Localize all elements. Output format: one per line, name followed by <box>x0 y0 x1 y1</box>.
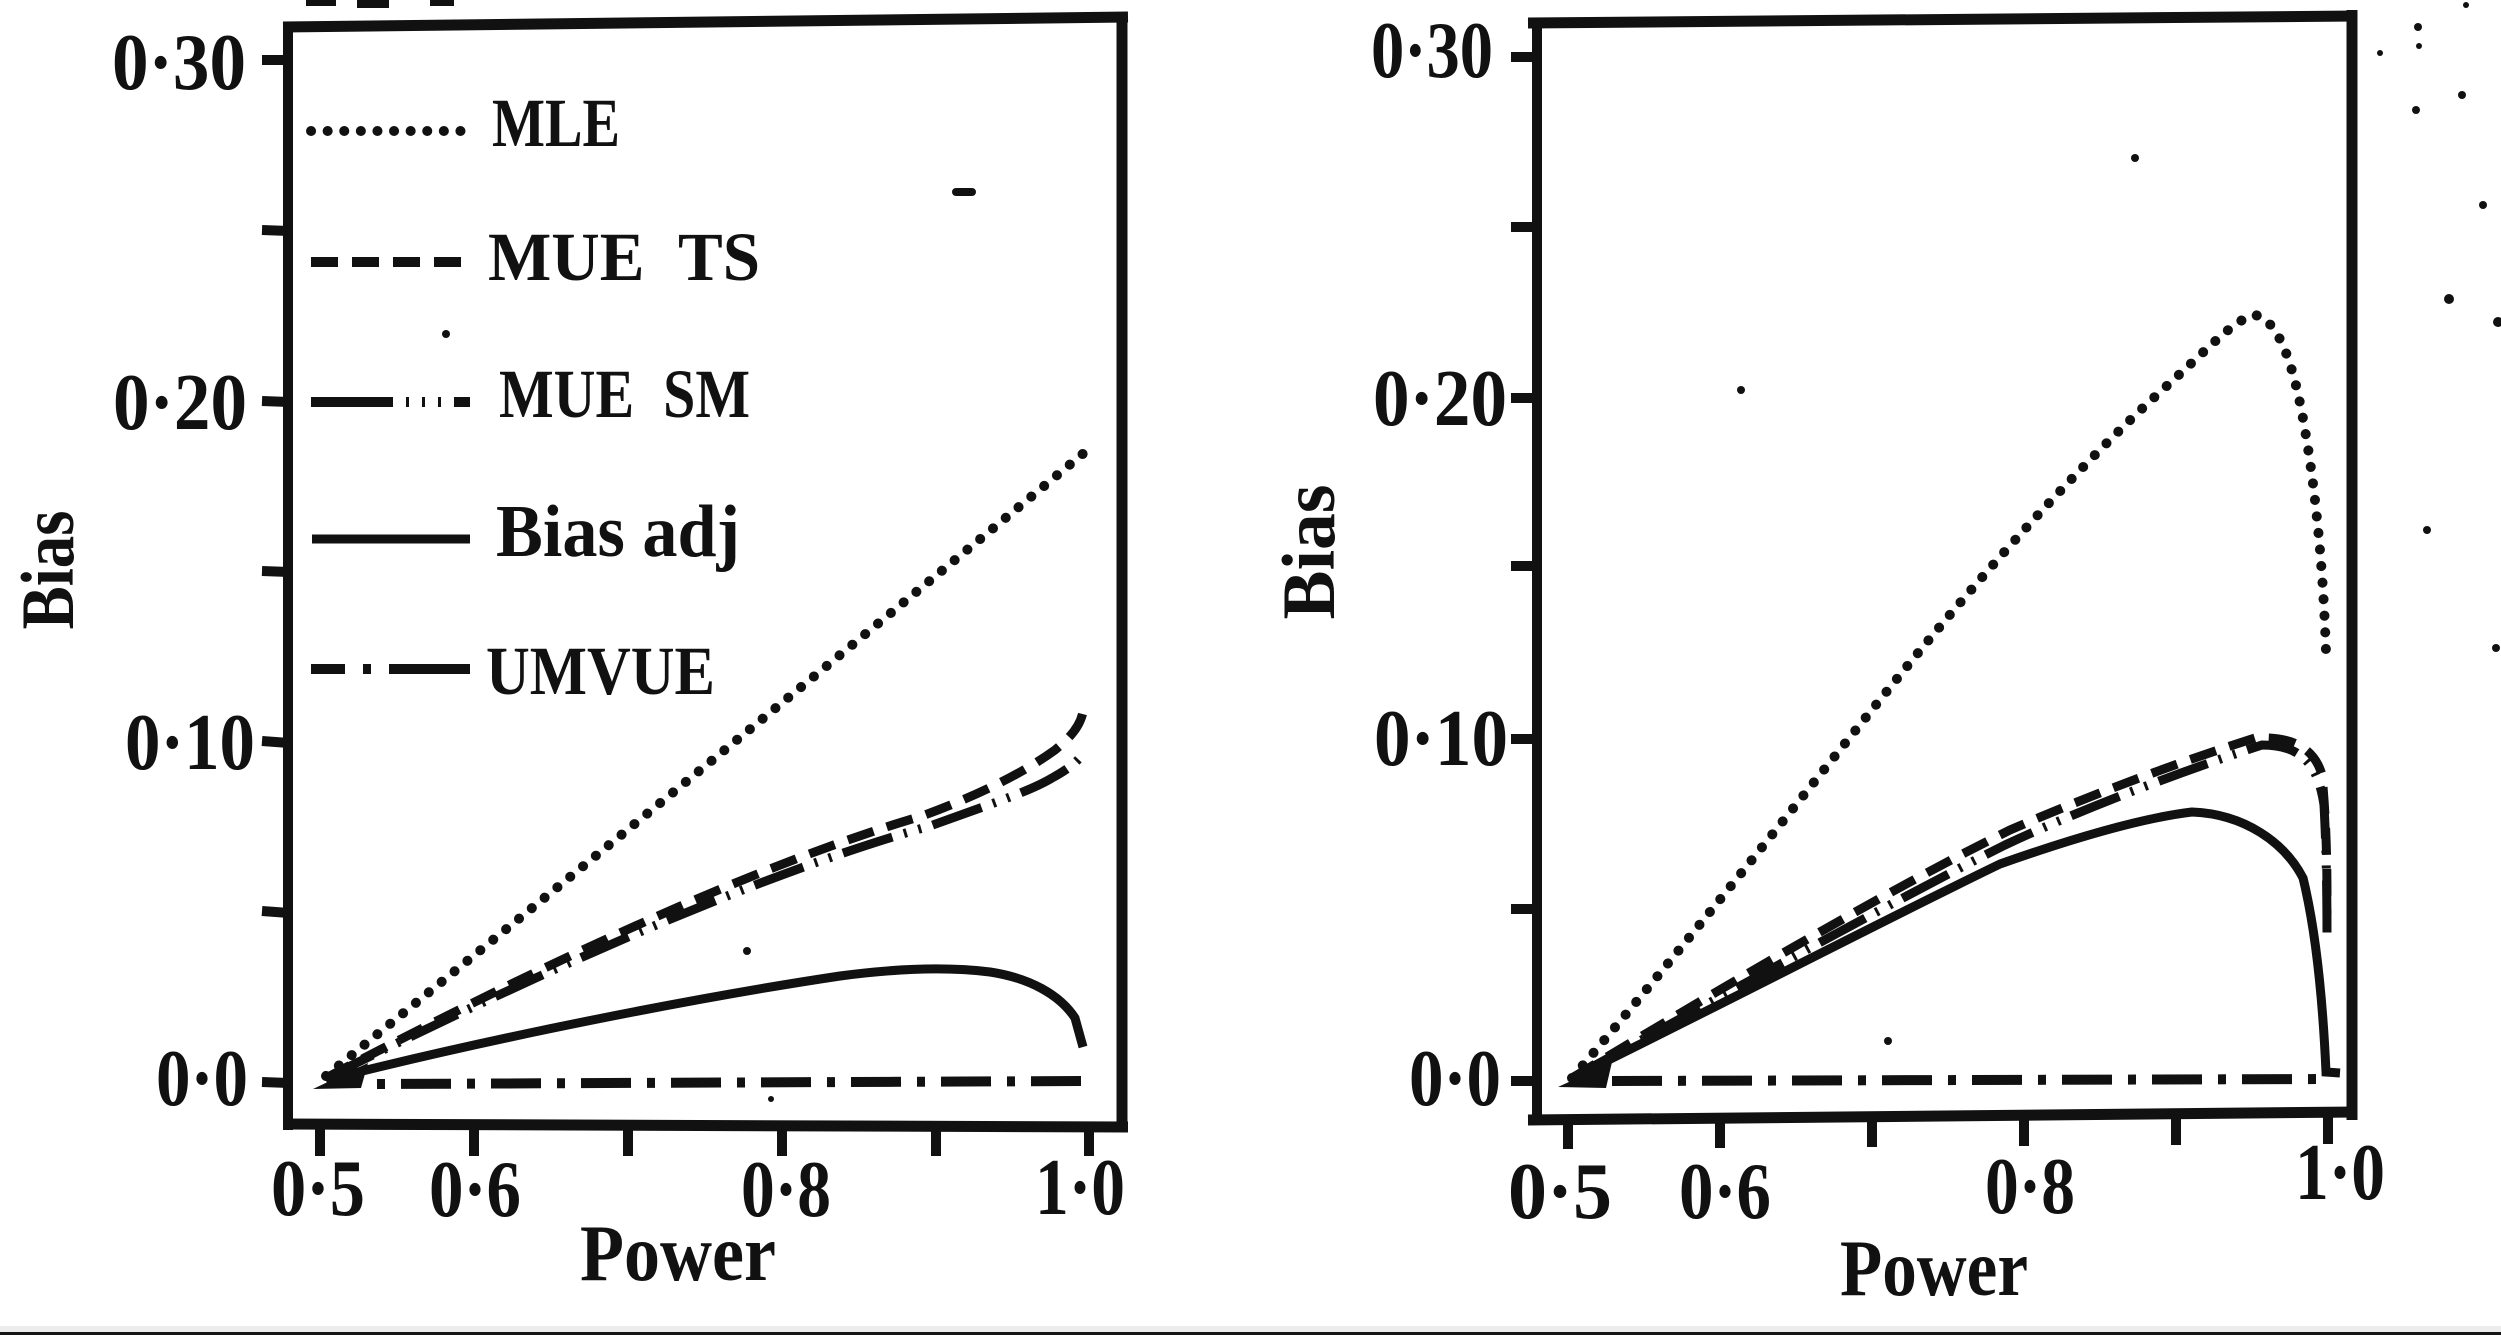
svg-text:1·0: 1·0 <box>2295 1129 2385 1217</box>
svg-text:MUE TS: MUE TS <box>488 219 760 295</box>
svg-text:0·0: 0·0 <box>1409 1035 1501 1123</box>
svg-text:Bias: Bias <box>7 511 90 630</box>
svg-text:Bias adj: Bias adj <box>496 491 740 573</box>
svg-text:0·5: 0·5 <box>1508 1148 1612 1236</box>
svg-text:0·0: 0·0 <box>156 1035 248 1123</box>
svg-text:0·10: 0·10 <box>125 699 255 787</box>
svg-text:Power: Power <box>1840 1225 2028 1313</box>
svg-text:0·8: 0·8 <box>741 1146 831 1234</box>
svg-text:0·6: 0·6 <box>429 1146 521 1234</box>
svg-text:0·8: 0·8 <box>1985 1143 2075 1231</box>
svg-text:Bias: Bias <box>1268 485 1351 620</box>
svg-text:MLE: MLE <box>492 85 620 161</box>
svg-text:0·20: 0·20 <box>113 359 247 447</box>
svg-text:0·30: 0·30 <box>1371 7 1493 95</box>
svg-text:0·20: 0·20 <box>1373 355 1507 443</box>
svg-text:1·0: 1·0 <box>1035 1144 1125 1232</box>
svg-text:MUE SM: MUE SM <box>499 356 750 432</box>
svg-text:0·10: 0·10 <box>1374 695 1508 783</box>
svg-text:UMVUE: UMVUE <box>486 633 715 709</box>
svg-text:0·30: 0·30 <box>112 19 246 107</box>
svg-text:0·5: 0·5 <box>271 1145 365 1233</box>
svg-text:Power: Power <box>580 1210 776 1298</box>
svg-text:0·6: 0·6 <box>1679 1148 1771 1236</box>
